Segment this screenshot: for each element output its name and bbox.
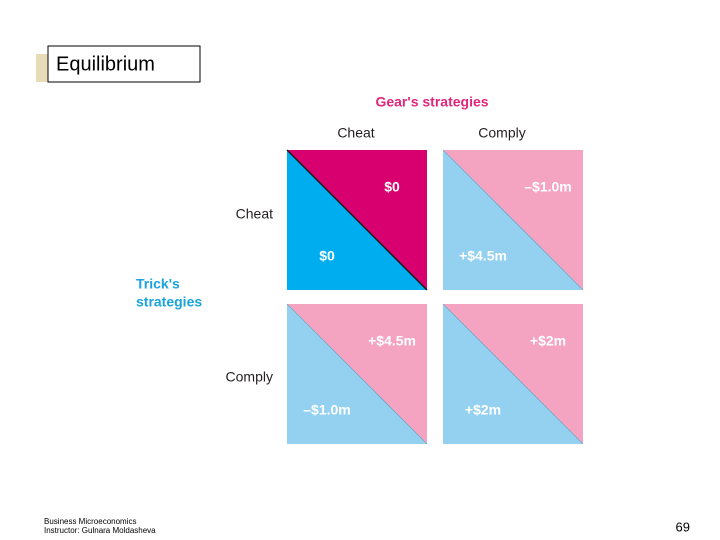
payoff-matrix: $0 $0 –$1.0m +$4.5m +$4.5m –$1.0m +$2m +$2m [286, 149, 584, 445]
trick-payoff: +$2m [465, 402, 501, 418]
row-header: strategies [136, 294, 202, 310]
title: Equilibrium [56, 53, 155, 75]
page-number: 69 [676, 519, 690, 534]
footer-instructor: Instructor: Gulnara Moldasheva [44, 526, 156, 535]
trick-payoff: +$4.5m [459, 248, 507, 264]
gear-payoff: –$1.0m [524, 179, 571, 195]
row-header: Trick's [136, 276, 180, 292]
title-box [47, 45, 201, 83]
column-header: Gear's strategies [375, 94, 488, 110]
trick-payoff: $0 [319, 248, 335, 264]
gear-payoff: $0 [384, 179, 400, 195]
diagonal [442, 303, 584, 445]
diagonal [286, 149, 428, 291]
row-label: Comply [226, 369, 273, 385]
column-label: Comply [478, 125, 525, 141]
row-label: Cheat [236, 206, 273, 222]
gear-payoff: +$2m [530, 333, 566, 349]
diagonal [442, 149, 584, 291]
column-label: Cheat [337, 125, 374, 141]
diagonal [286, 303, 428, 445]
footer-course: Business Microeconomics [44, 517, 136, 526]
gear-payoff: +$4.5m [368, 333, 416, 349]
trick-payoff: –$1.0m [303, 402, 350, 418]
